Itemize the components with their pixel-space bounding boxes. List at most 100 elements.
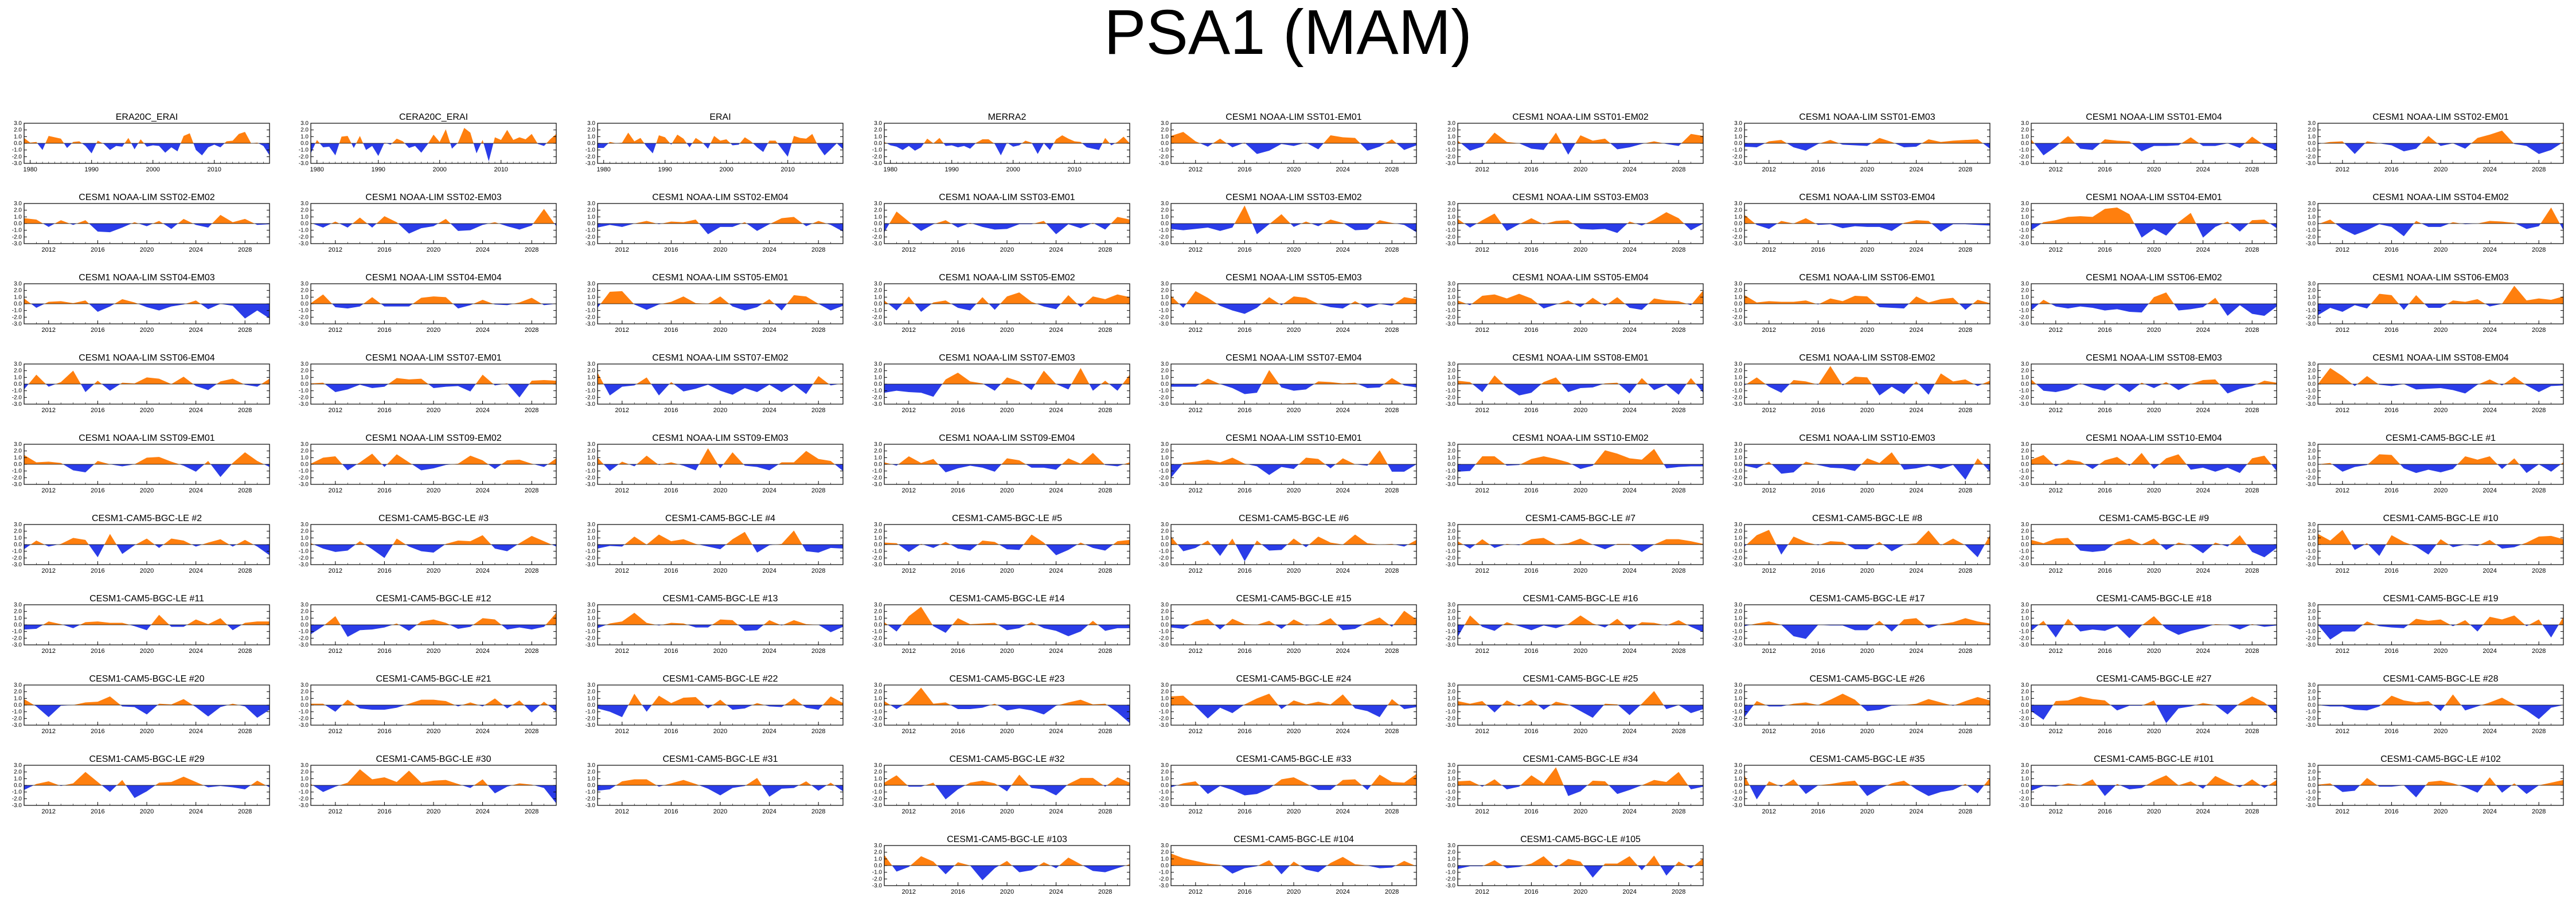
panel-title: CESM1-CAM5-BGC-LE #32: [950, 754, 1065, 764]
y-tick-label: -2.0: [1732, 796, 1743, 802]
positive-area: [311, 698, 556, 705]
positive-area: [2031, 775, 2277, 785]
x-tick-label: 2024: [1622, 487, 1636, 494]
negative-area: [598, 304, 843, 311]
y-tick-label: -1.0: [872, 629, 883, 635]
x-tick-label: 2016: [2384, 246, 2398, 253]
x-tick-label: 2012: [329, 407, 342, 414]
x-tick-label: 2020: [2147, 487, 2161, 494]
x-tick-label: 2012: [615, 808, 629, 815]
x-tick-label: 2012: [2336, 648, 2349, 655]
negative-area: [2031, 224, 2277, 238]
x-tick-label: 2028: [1958, 728, 1972, 735]
y-tick-label: -3.0: [872, 803, 883, 809]
x-tick-label: 2028: [2245, 327, 2259, 334]
y-tick-label: -3.0: [1446, 401, 1456, 408]
positive-area: [1171, 205, 1416, 224]
x-tick-label: 2016: [2098, 648, 2111, 655]
y-tick-label: -2.0: [2019, 715, 2029, 722]
positive-area: [884, 292, 1130, 304]
y-tick-label: 3.0: [1734, 522, 1742, 528]
y-tick-label: 0.0: [1447, 381, 1455, 388]
y-tick-label: 2.0: [874, 127, 882, 134]
y-tick-label: -1.0: [2019, 549, 2029, 555]
panel-62: CESM1-CAM5-BGC-LE #18 3.02.01.00.0-1.0-2.…: [2019, 594, 2277, 655]
panel-2: CERA20C_ERAI 3.02.01.00.0-1.0-2.0-3.01980…: [299, 112, 557, 173]
x-tick-label: 2024: [2483, 327, 2496, 334]
y-tick-label: 1.0: [587, 455, 595, 461]
panel-title: CESM1-CAM5-BGC-LE #23: [950, 674, 1065, 684]
y-tick-label: 1.0: [1447, 214, 1455, 220]
y-tick-label: -1.0: [1159, 468, 1169, 475]
positive-area: [2318, 130, 2563, 143]
panel-title: CESM1-CAM5-BGC-LE #5: [952, 514, 1062, 523]
positive-area: [2318, 368, 2563, 384]
panel-title: CESM1 NOAA-LIM SST10-EM02: [1512, 433, 1649, 443]
panel-title: CESM1 NOAA-LIM SST05-EM02: [939, 273, 1075, 283]
x-tick-label: 2020: [1287, 487, 1301, 494]
x-tick-label: 2016: [951, 568, 965, 574]
negative-area: [2318, 625, 2563, 640]
panel-25: CESM1 NOAA-LIM SST06-EM01 3.02.01.00.0-1.…: [1732, 273, 1990, 334]
y-tick-label: -2.0: [872, 555, 883, 561]
panel-title: CESM1 NOAA-LIM SST06-EM03: [2372, 273, 2509, 283]
x-tick-label: 2016: [91, 728, 104, 735]
x-tick-label: 2000: [1006, 166, 1020, 173]
y-tick-label: 1.0: [587, 535, 595, 541]
y-tick-label: -1.0: [2019, 228, 2029, 234]
y-tick-label: -2.0: [586, 154, 596, 160]
panel-title: CESM1 NOAA-LIM SST04-EM04: [365, 273, 502, 283]
x-tick-label: 2024: [2483, 568, 2496, 574]
panel-title: CESM1-CAM5-BGC-LE #104: [1234, 835, 1354, 844]
y-tick-label: 1.0: [1447, 134, 1455, 140]
y-tick-label: -2.0: [1446, 154, 1456, 160]
y-tick-label: 0.0: [1161, 381, 1169, 388]
x-tick-label: 2012: [2336, 808, 2349, 815]
panel-34: CESM1 NOAA-LIM SST08-EM02 3.02.01.00.0-1.…: [1732, 353, 1990, 414]
y-tick-label: 0.0: [874, 542, 882, 548]
y-tick-label: 3.0: [14, 682, 22, 688]
y-tick-label: 3.0: [1734, 361, 1742, 367]
panel-title: CESM1-CAM5-BGC-LE #11: [89, 594, 204, 604]
y-tick-label: -2.0: [299, 234, 309, 240]
x-tick-label: 2024: [475, 728, 489, 735]
x-tick-label: 2020: [140, 568, 154, 574]
y-tick-label: 1.0: [300, 615, 309, 621]
x-tick-label: 2028: [1385, 808, 1399, 815]
x-tick-label: 2024: [1622, 568, 1636, 574]
x-tick-label: 2020: [1574, 568, 1587, 574]
y-tick-label: -3.0: [586, 241, 596, 247]
y-tick-label: -2.0: [299, 555, 309, 561]
negative-area: [884, 464, 1130, 472]
y-tick-label: -3.0: [1159, 883, 1169, 889]
y-tick-label: 3.0: [2308, 602, 2316, 608]
negative-area: [598, 625, 843, 632]
x-tick-label: 2012: [1762, 568, 1776, 574]
x-tick-label: 2016: [1811, 166, 1825, 173]
x-tick-label: 2020: [2434, 808, 2448, 815]
positive-area: [1458, 767, 1703, 785]
negative-area: [1458, 384, 1703, 396]
y-tick-label: -1.0: [2019, 468, 2029, 475]
x-tick-label: 2020: [1574, 166, 1587, 173]
y-tick-label: -3.0: [2019, 161, 2029, 167]
x-tick-label: 2020: [1860, 568, 1874, 574]
y-tick-label: -2.0: [1446, 475, 1456, 481]
x-tick-label: 2020: [1287, 327, 1301, 334]
y-tick-label: -2.0: [12, 635, 22, 641]
panel-title: CESM1-CAM5-BGC-LE #8: [1812, 514, 1922, 523]
y-tick-label: -3.0: [2306, 722, 2316, 729]
panel-15: CESM1 NOAA-LIM SST03-EM03 3.02.01.00.0-1.…: [1446, 193, 1704, 253]
y-tick-label: -3.0: [299, 562, 309, 568]
y-tick-label: 1.0: [1447, 695, 1455, 702]
panel-title: CESM1-CAM5-BGC-LE #13: [663, 594, 778, 604]
x-tick-label: 2020: [2147, 327, 2161, 334]
y-tick-label: 2.0: [874, 689, 882, 695]
x-tick-label: 2020: [713, 487, 727, 494]
y-tick-label: 1.0: [1734, 695, 1742, 702]
positive-area: [1458, 375, 1703, 384]
y-tick-label: 2.0: [14, 529, 22, 535]
y-tick-label: -2.0: [2019, 796, 2029, 802]
panel-title: CESM1 NOAA-LIM SST07-EM01: [365, 353, 502, 363]
panel-53: CESM1-CAM5-BGC-LE #9 3.02.01.00.0-1.0-2.0…: [2019, 514, 2277, 574]
